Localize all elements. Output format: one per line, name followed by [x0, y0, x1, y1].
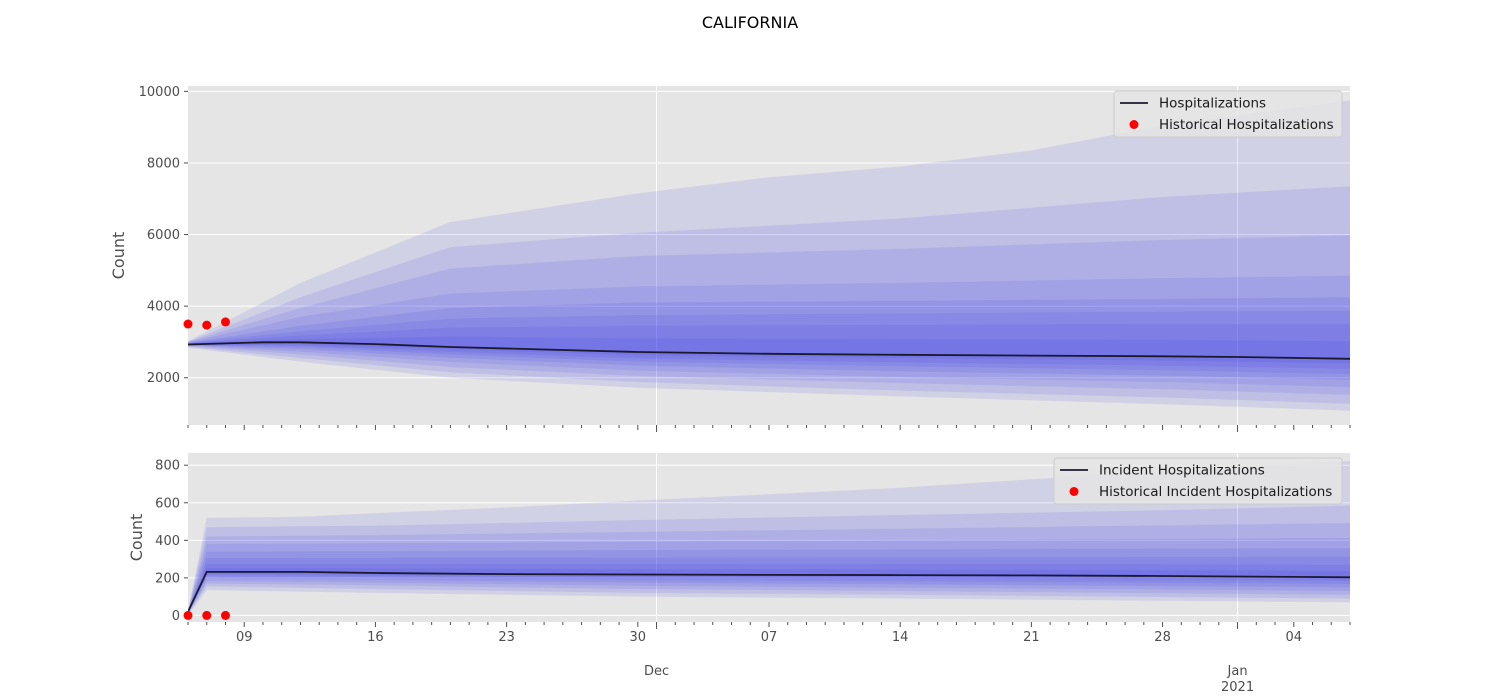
quantile-bands [188, 461, 1350, 616]
y-tick-label: 6000 [147, 228, 180, 243]
x-month-label-line: 2021 [1221, 680, 1254, 695]
y-tick-label: 2000 [147, 371, 180, 386]
legend-entry-label: Incident Hospitalizations [1099, 463, 1265, 479]
historical-point [220, 317, 230, 327]
x-month-label: Dec [644, 664, 669, 679]
incident-hospitalizations-panel: 0 200 400 600 800 Count Incident Hospitalizati… [127, 453, 1351, 629]
x-tick-label: 09 [236, 630, 253, 645]
quantile-band [188, 186, 1350, 404]
quantile-band [188, 275, 1350, 388]
legend: Hospitalizations Historical Hospitalizati… [1113, 90, 1343, 138]
x-month-label-line: Jan [1227, 664, 1248, 679]
historical-point [183, 319, 193, 329]
legend-box [1113, 90, 1343, 138]
median-line [188, 341, 1350, 360]
y-tick-label: 400 [155, 534, 180, 549]
historical-point [202, 610, 212, 620]
quantile-band [188, 100, 1350, 411]
quantile-band [188, 336, 1350, 364]
median-line [188, 571, 1350, 613]
y-tick-label: 0 [172, 609, 180, 624]
legend-entry-label: Historical Hospitalizations [1159, 117, 1334, 133]
x-month-label: Jan 2021 [1221, 664, 1254, 695]
y-axis-label: Count [109, 232, 128, 280]
quantile-bands [188, 100, 1350, 411]
chart-title: CALIFORNIA [702, 13, 798, 32]
x-tick-label: 14 [892, 630, 909, 645]
x-month-label-line: Dec [644, 664, 669, 679]
x-tick-label: 16 [367, 630, 384, 645]
x-tick-label: 30 [630, 630, 647, 645]
y-tick-label: 200 [155, 571, 180, 586]
quantile-band [188, 297, 1350, 380]
y-axis-label: Count [127, 514, 146, 562]
shared-date-axis: 09 16 23 30 07 14 21 28 04 Dec Jan 2021 [236, 630, 1302, 695]
plot-background [188, 86, 1350, 425]
quantile-band [188, 556, 1350, 613]
hospitalizations-panel: 2000 4000 6000 8000 10000 Count Hospitalizatio… [109, 85, 1351, 432]
quantile-band [188, 505, 1350, 615]
legend-entry-label: Historical Incident Hospitalizations [1099, 484, 1332, 500]
x-tick-label: 07 [761, 630, 778, 645]
y-tick-label: 600 [155, 496, 180, 511]
legend: Incident Hospitalizations Historical Inci… [1053, 457, 1343, 505]
historical-point [220, 610, 230, 620]
legend-point-swatch [1069, 487, 1079, 496]
x-tick-label: 28 [1154, 630, 1171, 645]
legend-entry-label: Hospitalizations [1159, 96, 1266, 112]
y-tick-label: 4000 [147, 300, 180, 315]
x-tick-label: 21 [1023, 630, 1040, 645]
quantile-band [188, 310, 1350, 375]
historical-point [202, 320, 212, 330]
legend-point-swatch [1129, 120, 1139, 129]
x-tick-label: 23 [498, 630, 515, 645]
y-tick-label: 10000 [139, 85, 180, 100]
y-tick-label: 800 [155, 459, 180, 474]
quantile-band [188, 324, 1350, 369]
quantile-band [188, 548, 1350, 613]
y-tick-label: 8000 [147, 156, 180, 171]
x-tick-label: 04 [1286, 630, 1303, 645]
historical-point [183, 610, 193, 620]
quantile-band [188, 523, 1350, 614]
legend-box [1053, 457, 1343, 505]
